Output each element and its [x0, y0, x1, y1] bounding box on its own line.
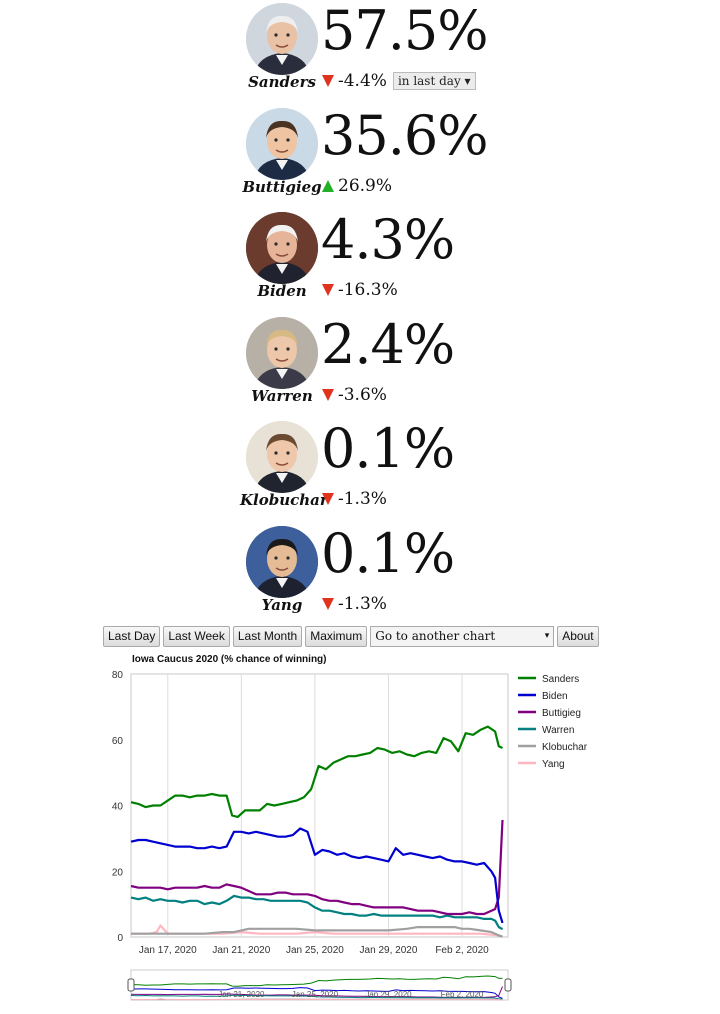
navigator-line-biden [130, 987, 503, 999]
arrow-down-icon [322, 75, 334, 87]
change-value: -1.3% [338, 593, 387, 614]
range-handle-right[interactable] [504, 978, 512, 992]
series-line-klobuchar [131, 926, 503, 938]
series-line-warren [130, 894, 504, 931]
last-day-button[interactable]: Last Day [103, 626, 161, 647]
arrow-down-icon [322, 493, 334, 505]
change-value: 26.9% [338, 175, 393, 196]
candidate-row-biden: Biden 4.3% -16.3% [246, 208, 546, 312]
line-chart: Iowa Caucus 2020 (% chance of winning) Ja… [112, 654, 588, 1001]
candidate-name: Sanders [248, 73, 316, 91]
last-week-button[interactable]: Last Week [163, 626, 230, 647]
candidate-name: Warren [251, 386, 313, 405]
candidate-name: Klobuchar [240, 491, 328, 509]
navigator-tick-label: Jan 25, 2020 [292, 990, 339, 999]
chart-toolbar: Last Day Last Week Last Month Maximum Go… [103, 626, 599, 647]
sanders-portrait [246, 3, 318, 75]
candidate-row-klobuchar: Klobuchar 0.1% -1.3% [240, 417, 546, 521]
chart-select[interactable]: Go to another chart ▾ [370, 626, 555, 647]
candidate-row-warren: Warren 2.4% -3.6% [246, 313, 546, 417]
navigator-tick-label: Jan 21, 2020 [218, 990, 265, 999]
arrow-down-icon [322, 388, 334, 401]
x-tick-label: Jan 29, 2020 [360, 945, 418, 956]
candidate-change: 26.9% [322, 176, 392, 196]
chart-title: Iowa Caucus 2020 (% chance of winning) [132, 654, 327, 665]
candidate-percent: 35.6% [321, 103, 489, 167]
navigator-line-sanders [130, 975, 503, 987]
x-tick-label: Jan 25, 2020 [286, 945, 344, 956]
candidate-percent: 4.3% [321, 208, 455, 271]
legend-label: Klobuchar [542, 742, 588, 753]
y-tick-label: 40 [112, 802, 124, 813]
candidate-percent: 2.4% [321, 312, 455, 376]
candidate-change: -4.4% in last day ▾ [322, 71, 476, 91]
navigator-tick-label: Feb 2, 2020 [441, 990, 484, 999]
candidate-change: -1.3% [322, 594, 387, 614]
chart-select-label: Go to another chart [375, 629, 496, 643]
change-value: -1.3% [338, 489, 387, 509]
biden-portrait [246, 212, 318, 284]
legend-label: Yang [542, 759, 565, 770]
candidate-name: Buttigieg [242, 177, 322, 196]
period-select[interactable]: in last day ▾ [392, 72, 476, 90]
maximum-button[interactable]: Maximum [305, 626, 368, 647]
y-tick-label: 80 [112, 670, 124, 681]
buttigieg-portrait [246, 107, 318, 180]
klobuchar-portrait [246, 421, 318, 493]
x-tick-label: Jan 21, 2020 [212, 945, 270, 956]
legend-label: Buttigieg [542, 708, 581, 719]
y-tick-label: 20 [112, 867, 124, 878]
x-tick-label: Jan 17, 2020 [139, 945, 197, 956]
arrow-down-icon [322, 597, 334, 610]
legend-label: Warren [542, 725, 574, 736]
y-tick-label: 60 [112, 736, 124, 747]
arrow-up-icon [322, 179, 334, 192]
series-line-yang [131, 924, 503, 938]
plot-area [130, 673, 509, 938]
legend-label: Biden [542, 691, 568, 702]
candidate-change: -3.6% [322, 385, 387, 405]
candidate-percent: 0.1% [321, 521, 455, 585]
navigator-line-warren [130, 994, 503, 1000]
candidate-percent: 0.1% [321, 417, 455, 480]
chart: Iowa Caucus 2020 (% chance of winning) Ja… [100, 648, 620, 1010]
candidate-name: Yang [261, 595, 303, 614]
legend-label: Sanders [542, 674, 579, 685]
arrow-down-icon [322, 284, 334, 296]
candidate-row-yang: Yang 0.1% -1.3% [246, 522, 546, 626]
series-line-buttigieg [130, 819, 504, 916]
range-handle-left[interactable] [127, 978, 135, 992]
candidate-row-buttigieg: Buttigieg 35.6% 26.9% [242, 104, 546, 208]
last-month-button[interactable]: Last Month [232, 626, 303, 647]
candidate-row-sanders: Sanders 57.5% -4.4% in last day ▾ [246, 0, 546, 103]
yang-portrait [246, 525, 318, 598]
candidate-name: Biden [257, 282, 307, 300]
candidate-change: -16.3% [322, 280, 398, 300]
change-value: -3.6% [338, 384, 387, 405]
y-tick-label: 0 [117, 933, 123, 944]
x-tick-label: Feb 2, 2020 [435, 945, 489, 956]
change-value: -16.3% [338, 280, 398, 300]
chevron-down-icon: ▾ [544, 631, 550, 641]
candidate-percent: 57.5% [321, 0, 489, 62]
about-button[interactable]: About [557, 626, 599, 647]
series-line-sanders [130, 725, 503, 819]
candidate-change: -1.3% [322, 489, 387, 509]
change-value: -4.4% [338, 71, 387, 91]
warren-portrait [246, 316, 318, 389]
series-line-biden [130, 827, 504, 924]
navigator-tick-label: Jan 29, 2020 [365, 990, 412, 999]
navigator-line-yang [131, 998, 503, 1001]
